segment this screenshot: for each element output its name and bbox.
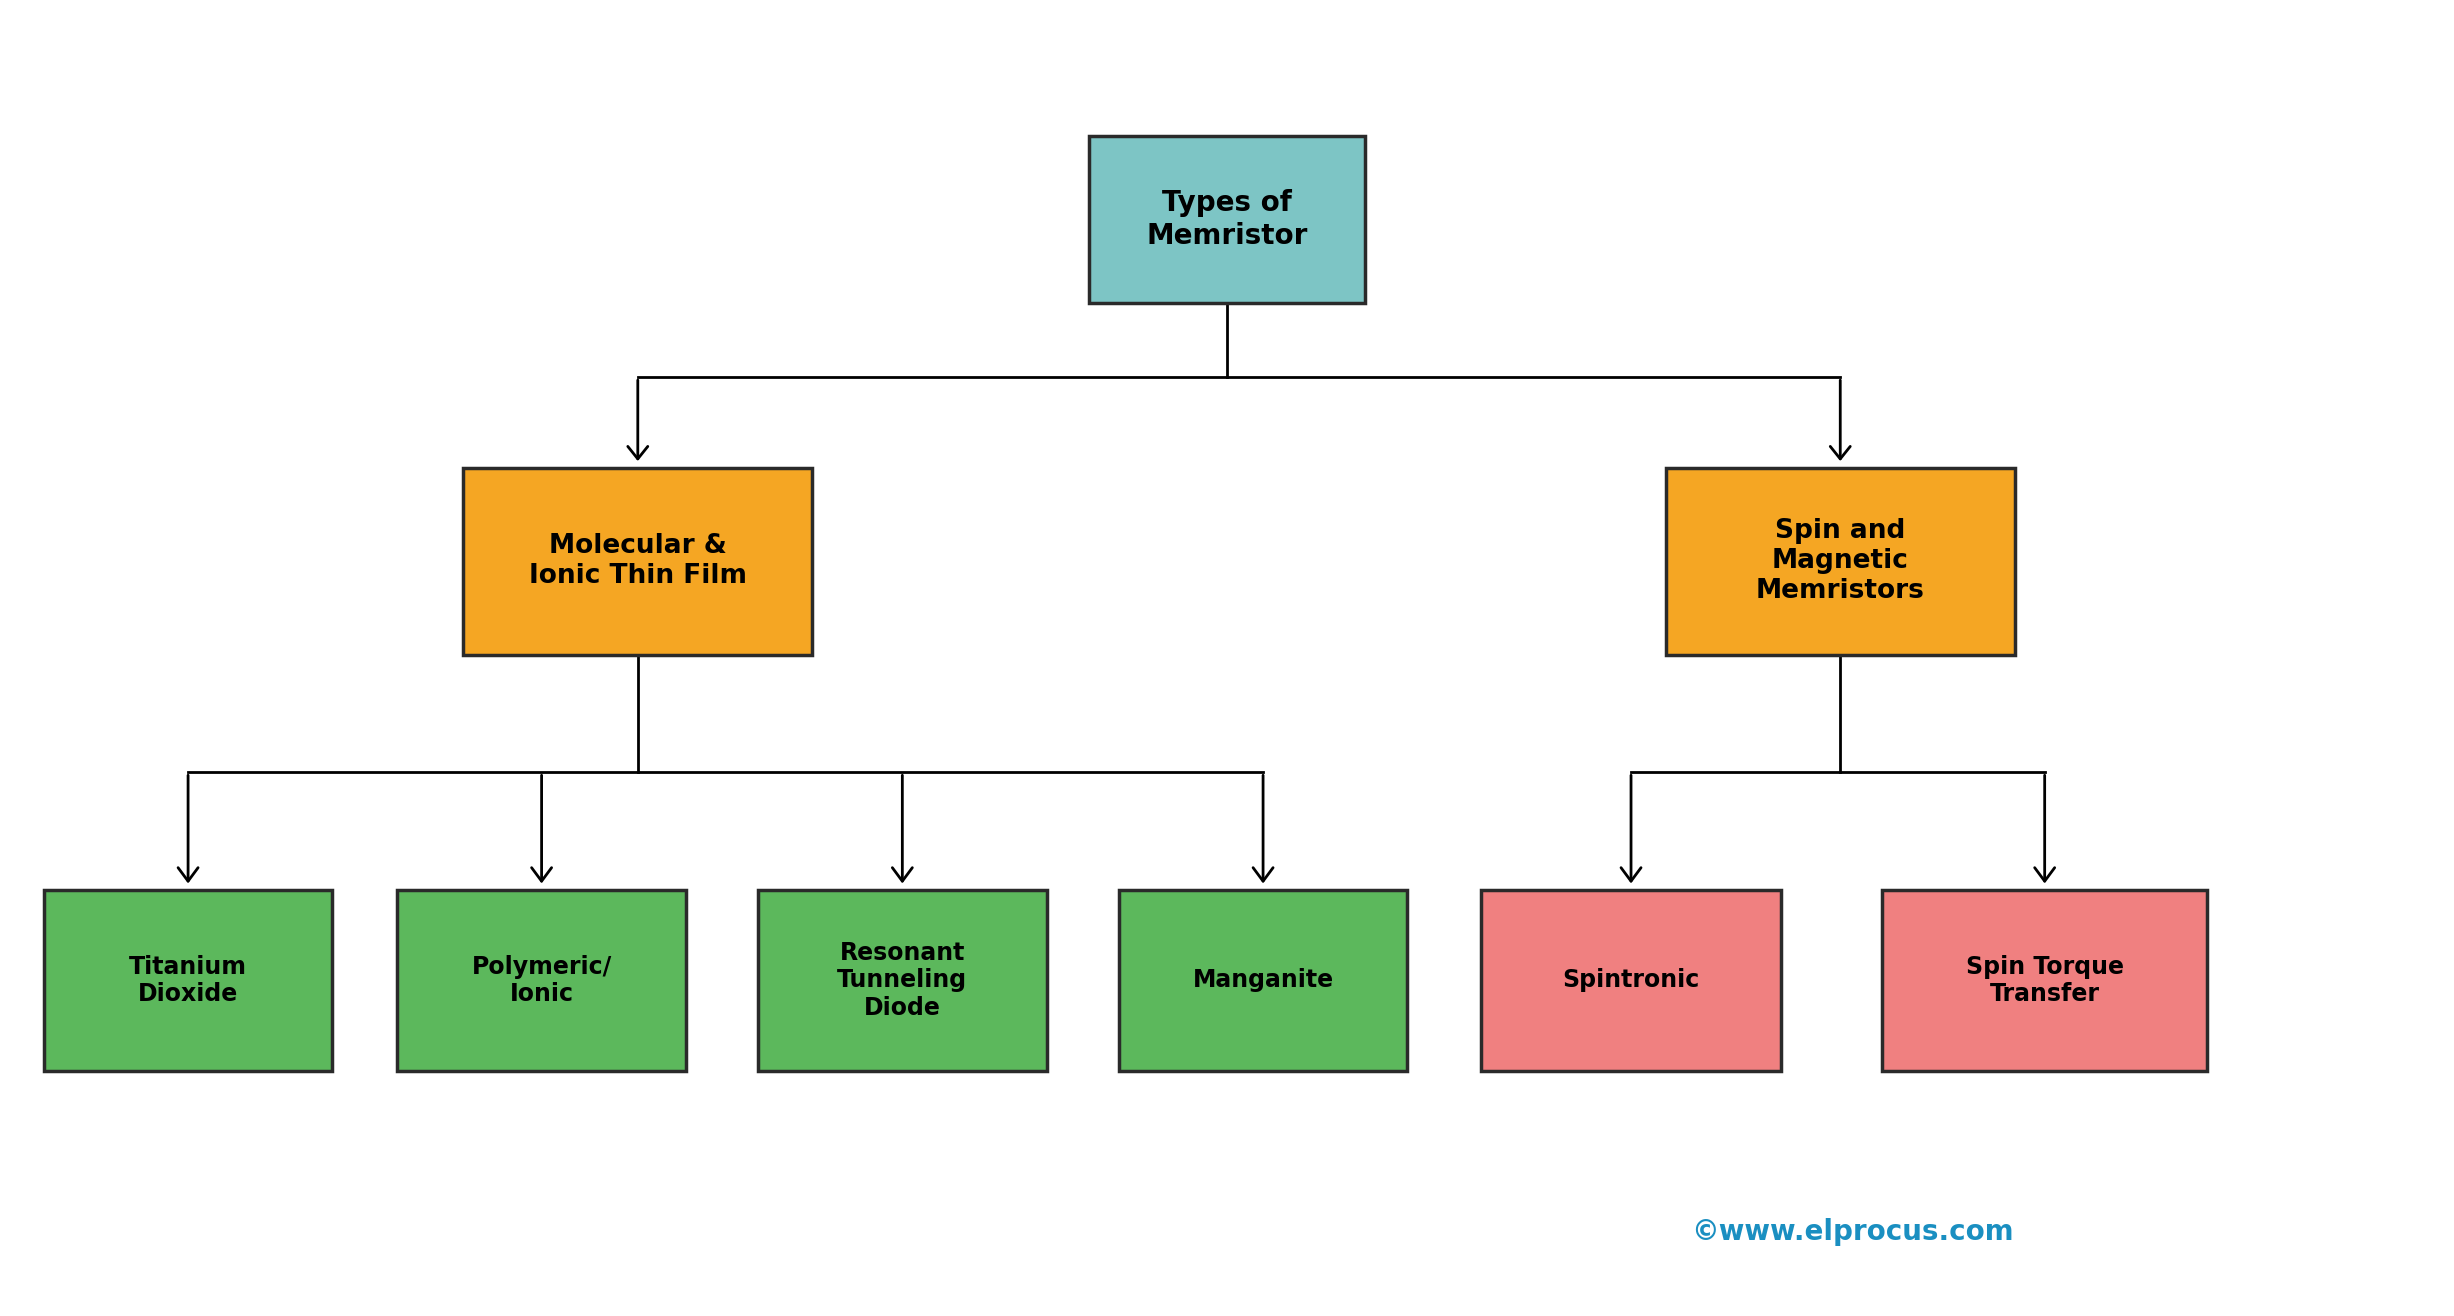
Text: Molecular &
Ionic Thin Film: Molecular & Ionic Thin Film [528,533,746,590]
FancyBboxPatch shape [1090,136,1364,304]
FancyBboxPatch shape [1480,890,1782,1071]
FancyBboxPatch shape [758,890,1045,1071]
Text: Titanium
Dioxide: Titanium Dioxide [130,954,248,1007]
Text: ©www.elprocus.com: ©www.elprocus.com [1691,1217,2015,1246]
Text: Spintronic: Spintronic [1563,969,1701,992]
Text: Polymeric/
Ionic: Polymeric/ Ionic [471,954,611,1007]
FancyBboxPatch shape [44,890,331,1071]
FancyBboxPatch shape [1119,890,1406,1071]
Text: Resonant
Tunneling
Diode: Resonant Tunneling Diode [837,941,967,1020]
FancyBboxPatch shape [1666,467,2015,655]
Text: Spin Torque
Transfer: Spin Torque Transfer [1966,954,2123,1007]
FancyBboxPatch shape [398,890,685,1071]
Text: Spin and
Magnetic
Memristors: Spin and Magnetic Memristors [1755,519,1924,604]
FancyBboxPatch shape [464,467,812,655]
Text: Manganite: Manganite [1193,969,1333,992]
Text: Types of
Memristor: Types of Memristor [1146,190,1308,250]
FancyBboxPatch shape [1882,890,2206,1071]
